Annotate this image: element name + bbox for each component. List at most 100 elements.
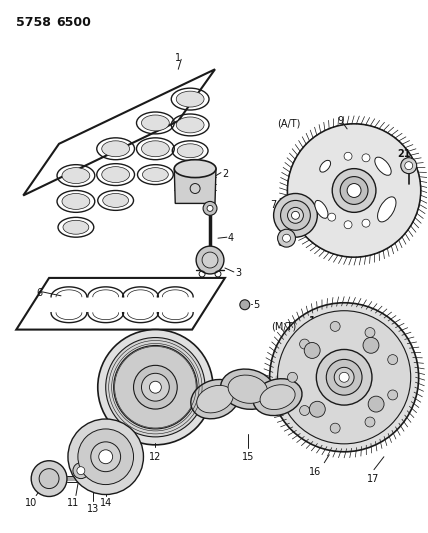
Circle shape bbox=[98, 329, 213, 445]
Polygon shape bbox=[174, 168, 216, 204]
Circle shape bbox=[288, 124, 421, 257]
Text: 12: 12 bbox=[149, 452, 162, 462]
Circle shape bbox=[316, 350, 372, 405]
Text: 13: 13 bbox=[86, 504, 99, 514]
Circle shape bbox=[291, 212, 300, 219]
Text: 5758: 5758 bbox=[16, 15, 51, 29]
Text: 19: 19 bbox=[334, 320, 348, 329]
Text: 6500: 6500 bbox=[56, 15, 91, 29]
Circle shape bbox=[326, 359, 362, 395]
Circle shape bbox=[365, 417, 375, 427]
Circle shape bbox=[405, 161, 413, 169]
Text: 16: 16 bbox=[309, 467, 321, 477]
Ellipse shape bbox=[102, 141, 130, 157]
Ellipse shape bbox=[63, 220, 89, 234]
Circle shape bbox=[288, 373, 297, 382]
Circle shape bbox=[203, 201, 217, 215]
Circle shape bbox=[347, 183, 361, 197]
Text: 5: 5 bbox=[253, 300, 259, 310]
Circle shape bbox=[365, 328, 375, 337]
Circle shape bbox=[339, 373, 349, 382]
Text: 10: 10 bbox=[25, 498, 37, 508]
Ellipse shape bbox=[143, 168, 168, 182]
Circle shape bbox=[300, 339, 309, 349]
Circle shape bbox=[334, 367, 354, 387]
Text: 18: 18 bbox=[309, 316, 323, 326]
Circle shape bbox=[134, 365, 177, 409]
Ellipse shape bbox=[174, 160, 216, 177]
Ellipse shape bbox=[197, 385, 233, 413]
Polygon shape bbox=[23, 69, 215, 196]
Ellipse shape bbox=[377, 197, 396, 222]
Circle shape bbox=[114, 345, 197, 429]
Ellipse shape bbox=[142, 141, 169, 157]
Circle shape bbox=[106, 337, 205, 437]
Circle shape bbox=[99, 450, 113, 464]
Text: 14: 14 bbox=[100, 498, 112, 508]
Circle shape bbox=[91, 442, 121, 472]
Ellipse shape bbox=[176, 117, 204, 133]
Circle shape bbox=[240, 300, 250, 310]
Circle shape bbox=[288, 207, 303, 223]
Circle shape bbox=[77, 467, 85, 475]
Circle shape bbox=[202, 252, 218, 268]
Circle shape bbox=[309, 401, 325, 417]
Circle shape bbox=[68, 419, 143, 495]
Text: 8: 8 bbox=[278, 238, 284, 248]
Ellipse shape bbox=[176, 91, 204, 107]
Circle shape bbox=[328, 213, 336, 221]
Circle shape bbox=[87, 461, 99, 473]
Ellipse shape bbox=[62, 193, 90, 209]
Ellipse shape bbox=[177, 144, 203, 158]
Ellipse shape bbox=[103, 193, 128, 207]
Circle shape bbox=[278, 311, 411, 444]
Circle shape bbox=[363, 337, 379, 353]
Circle shape bbox=[388, 390, 398, 400]
Circle shape bbox=[207, 205, 213, 212]
Text: 9: 9 bbox=[337, 116, 343, 126]
Text: 21: 21 bbox=[397, 149, 410, 159]
Text: 4: 4 bbox=[228, 233, 234, 243]
Ellipse shape bbox=[253, 379, 302, 416]
Ellipse shape bbox=[142, 115, 169, 131]
Circle shape bbox=[332, 168, 376, 212]
Circle shape bbox=[330, 423, 340, 433]
Circle shape bbox=[39, 469, 59, 489]
Text: 11: 11 bbox=[67, 498, 79, 508]
Ellipse shape bbox=[320, 160, 330, 172]
Text: 15: 15 bbox=[241, 452, 254, 462]
Circle shape bbox=[142, 373, 169, 401]
Ellipse shape bbox=[221, 369, 275, 409]
Text: (M/T): (M/T) bbox=[272, 321, 297, 332]
Circle shape bbox=[278, 229, 295, 247]
Circle shape bbox=[368, 396, 384, 412]
Ellipse shape bbox=[102, 167, 130, 182]
Text: 1: 1 bbox=[175, 53, 181, 63]
Ellipse shape bbox=[62, 168, 90, 183]
Polygon shape bbox=[16, 278, 225, 329]
Circle shape bbox=[196, 246, 224, 274]
Ellipse shape bbox=[315, 200, 328, 219]
Text: 6: 6 bbox=[36, 288, 42, 298]
Circle shape bbox=[31, 461, 67, 497]
Text: 7: 7 bbox=[270, 200, 277, 211]
Circle shape bbox=[362, 219, 370, 227]
Circle shape bbox=[73, 463, 89, 479]
Circle shape bbox=[270, 303, 419, 452]
Circle shape bbox=[344, 221, 352, 229]
Circle shape bbox=[288, 124, 421, 257]
Circle shape bbox=[340, 176, 368, 205]
Circle shape bbox=[388, 354, 398, 365]
Ellipse shape bbox=[228, 375, 268, 403]
Ellipse shape bbox=[260, 385, 295, 409]
Circle shape bbox=[281, 200, 310, 230]
Circle shape bbox=[273, 193, 317, 237]
Circle shape bbox=[282, 234, 291, 242]
Text: 2: 2 bbox=[222, 168, 228, 179]
Circle shape bbox=[300, 406, 309, 415]
Ellipse shape bbox=[375, 157, 391, 175]
Circle shape bbox=[401, 158, 417, 174]
Circle shape bbox=[304, 343, 320, 358]
Circle shape bbox=[78, 429, 134, 484]
Ellipse shape bbox=[191, 379, 239, 419]
